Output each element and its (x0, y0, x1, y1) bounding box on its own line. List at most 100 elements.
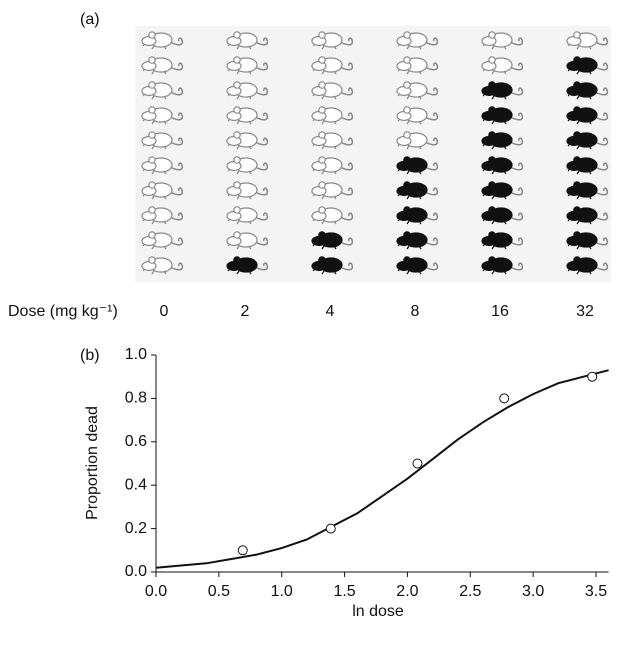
mouse-legs (142, 43, 167, 50)
mouse-column (481, 31, 524, 275)
mouse-ear (318, 206, 326, 214)
mouse-legs (312, 68, 337, 75)
mouse-tail (169, 137, 184, 146)
dead-mice (311, 231, 354, 275)
mouse-ear (233, 31, 241, 39)
mouse-tail (169, 37, 184, 46)
mouse-ear (573, 181, 581, 189)
mouse-ear (488, 256, 496, 264)
mouse-legs (142, 118, 167, 125)
mouse-legs (397, 143, 422, 150)
mouse-tail (509, 237, 524, 246)
mouse-ear (488, 181, 496, 189)
mouse-ear (488, 56, 496, 64)
mouse-icon (566, 181, 609, 200)
mouse-tail (254, 112, 269, 121)
mouse-icon (141, 156, 184, 175)
mouse-icon (481, 56, 524, 75)
y-tick-label: 1.0 (125, 346, 147, 363)
mouse-tail (169, 237, 184, 246)
mouse-legs (567, 118, 592, 125)
panel-label: (b) (80, 347, 100, 364)
mouse-icon (396, 31, 439, 50)
mouse-legs (567, 268, 592, 275)
mouse-icon (481, 256, 524, 275)
mouse-icon (481, 206, 524, 225)
dose-tick-label: 0 (160, 303, 169, 320)
mouse-icon (311, 81, 354, 100)
mouse-tail (509, 37, 524, 46)
mouse-icon (566, 206, 609, 225)
mouse-legs (482, 243, 507, 250)
mouse-ear (403, 231, 411, 239)
dose-tick-label: 32 (576, 303, 594, 320)
mouse-ear (403, 81, 411, 89)
mouse-ear (488, 81, 496, 89)
mouse-column (566, 31, 609, 275)
x-axis-label: ln dose (352, 603, 404, 620)
mouse-tail (254, 87, 269, 96)
mouse-icon (566, 231, 609, 250)
mouse-ear (318, 56, 326, 64)
mouse-ear (573, 156, 581, 164)
mouse-legs (227, 268, 252, 275)
mouse-ear (488, 156, 496, 164)
mouse-icon (226, 56, 269, 75)
y-tick-label: 0.2 (125, 520, 147, 537)
dead-mice (226, 256, 269, 275)
mouse-tail (339, 237, 354, 246)
dose-tick-label: 4 (326, 303, 335, 320)
mouse-icon (566, 131, 609, 150)
mouse-icon (141, 56, 184, 75)
mouse-legs (312, 268, 337, 275)
mouse-tail (169, 187, 184, 196)
mouse-legs (227, 143, 252, 150)
mouse-icon (226, 181, 269, 200)
mouse-legs (397, 43, 422, 50)
mouse-ear (233, 206, 241, 214)
y-tick-label: 0.4 (125, 476, 147, 493)
mouse-tail (594, 87, 609, 96)
mouse-icon (141, 256, 184, 275)
mouse-ear (233, 56, 241, 64)
mouse-ear (148, 181, 156, 189)
mouse-icon (141, 181, 184, 200)
mouse-icon (141, 81, 184, 100)
mouse-ear (148, 256, 156, 264)
dose-tick-label: 16 (491, 303, 509, 320)
mouse-legs (567, 168, 592, 175)
mouse-ear (488, 106, 496, 114)
mouse-ear (403, 56, 411, 64)
mouse-ear (403, 206, 411, 214)
mouse-icon (226, 31, 269, 50)
mouse-ear (233, 256, 241, 264)
mouse-ear (403, 256, 411, 264)
mouse-tail (339, 187, 354, 196)
mouse-legs (142, 243, 167, 250)
mouse-tail (424, 187, 439, 196)
mouse-ear (148, 206, 156, 214)
mouse-ear (318, 256, 326, 264)
mouse-tail (339, 162, 354, 171)
mouse-tail (339, 87, 354, 96)
mouse-tail (509, 112, 524, 121)
mouse-legs (227, 243, 252, 250)
mouse-tail (424, 37, 439, 46)
panel-label: (a) (80, 11, 100, 28)
mouse-tail (339, 112, 354, 121)
data-point (412, 458, 423, 469)
mouse-tail (254, 37, 269, 46)
mouse-legs (397, 268, 422, 275)
mouse-tail (254, 262, 269, 271)
mouse-icon (311, 131, 354, 150)
x-tick-label: 1.0 (271, 583, 293, 600)
mouse-legs (312, 43, 337, 50)
mouse-ear (573, 131, 581, 139)
mouse-tail (339, 137, 354, 146)
mouse-legs (567, 243, 592, 250)
mouse-icon (226, 131, 269, 150)
mouse-column (311, 31, 354, 275)
mouse-icon (396, 156, 439, 175)
mouse-tail (339, 62, 354, 71)
mouse-icon (226, 206, 269, 225)
